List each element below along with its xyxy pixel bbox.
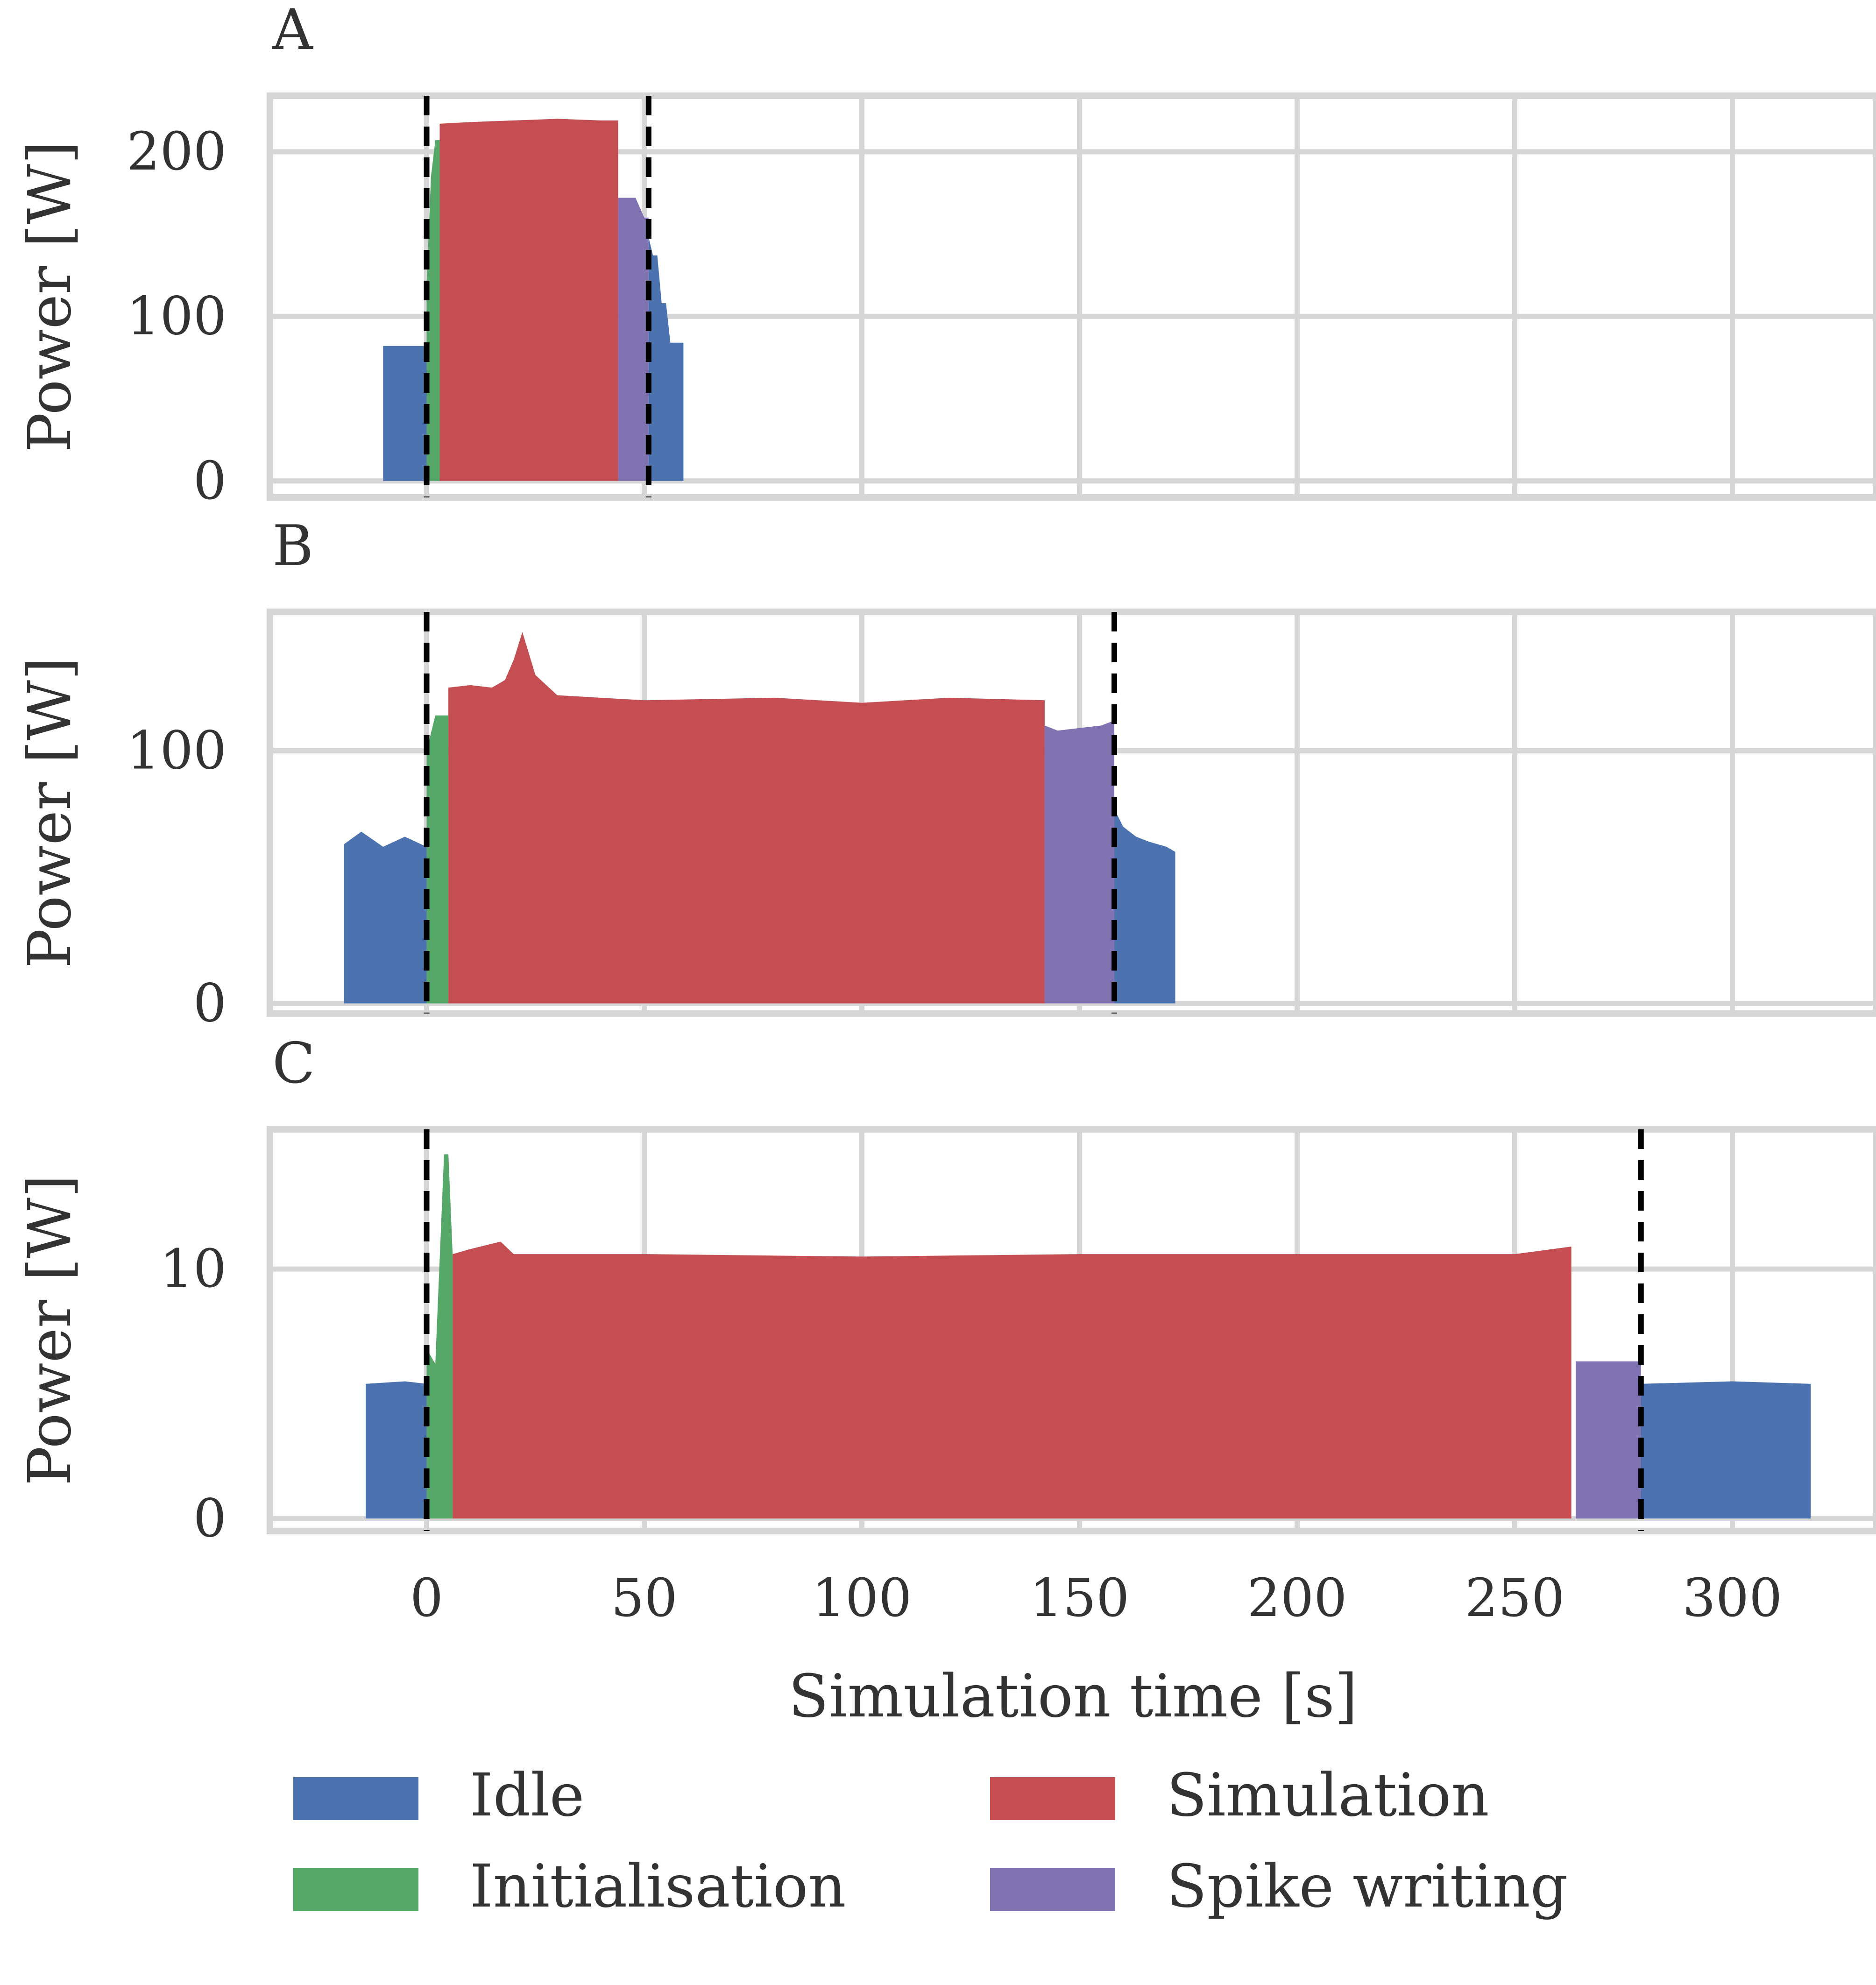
x-tick-label: 200 [1247,1568,1347,1629]
legend-swatch [293,1777,418,1820]
legend-label: Initialisation [470,1852,846,1921]
segment-idle [366,1381,427,1519]
legend-entry: Spike writing [990,1852,1568,1921]
segment-spike-writing [618,198,649,481]
y-tick-label: 100 [127,286,227,347]
y-axis-label: Power [W] [15,1175,84,1486]
x-tick-label: 50 [611,1568,678,1629]
y-tick-label: 0 [193,451,227,511]
segment-idle [383,346,427,481]
panel-letter: C [272,1031,315,1096]
legend-swatch [990,1777,1115,1820]
y-tick-label: 0 [193,1488,227,1549]
panel-c: C 0 10 Power [W] [15,1031,1876,1549]
panel-b: B 0 100 Power [W] [15,514,1876,1034]
segment-initialisation [426,715,449,1004]
legend-entry: Initialisation [293,1852,846,1921]
panel-frame [267,92,1876,501]
panel-a: A 0 100 200 Power [W] [15,0,1876,511]
legend-label: Simulation [1167,1761,1489,1829]
y-tick-label: 100 [127,720,227,781]
segment-initialisation [426,1154,453,1519]
y-axis-label: Power [W] [15,657,84,968]
segment-simulation [439,119,618,481]
segment-idle [648,237,684,481]
segment-initialisation [426,140,440,481]
x-tick-label: 250 [1465,1568,1565,1629]
x-axis-label: Simulation time [s] [788,1662,1358,1730]
panel-frame [267,1126,1876,1534]
legend-entry: Idle [293,1761,584,1829]
segment-spike-writing [1575,1361,1641,1519]
legend-label: Idle [470,1761,584,1829]
segment-idle [1114,808,1175,1004]
panel-letter: A [272,0,313,63]
legend: Idle Simulation Initialisation Spike writin… [293,1761,1568,1921]
legend-swatch [293,1868,418,1911]
x-tick-labels: 0 50 100 150 200 250 300 [410,1568,1782,1629]
y-axis-label: Power [W] [15,141,84,452]
legend-label: Spike writing [1167,1852,1568,1921]
x-tick-label: 0 [410,1568,443,1629]
y-tick-label: 0 [193,973,227,1034]
segment-simulation [453,1241,1572,1519]
panel-letter: B [272,514,313,579]
x-tick-label: 150 [1030,1568,1130,1629]
legend-swatch [990,1868,1115,1911]
segment-idle [344,831,427,1004]
x-tick-label: 300 [1683,1568,1783,1629]
legend-entry: Simulation [990,1761,1489,1829]
panel-frame [267,609,1876,1017]
segment-simulation [448,632,1045,1004]
y-tick-label: 200 [127,121,227,182]
x-tick-label: 100 [812,1568,912,1629]
y-tick-label: 10 [160,1239,227,1299]
segment-idle [1641,1381,1811,1519]
segment-spike-writing [1044,720,1115,1004]
